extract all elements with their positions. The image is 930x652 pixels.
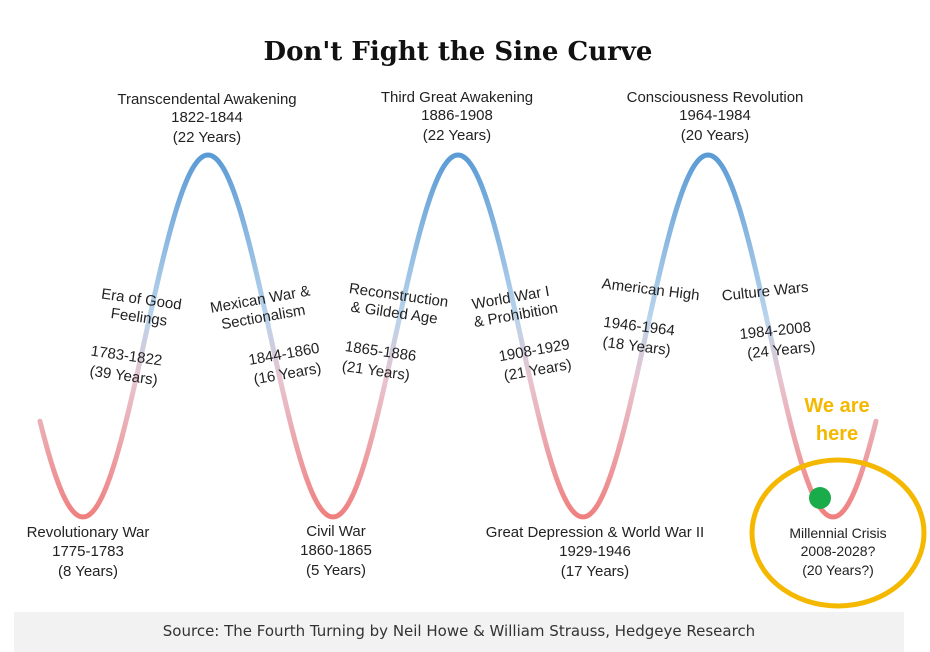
- peak-2-name: Third Great Awakening: [381, 89, 533, 106]
- trough-3-duration: (17 Years): [561, 563, 629, 580]
- peak-1-name: Transcendental Awakening: [117, 91, 296, 108]
- peak-3-name: Consciousness Revolution: [627, 89, 804, 106]
- peak-1-duration: (22 Years): [173, 129, 241, 146]
- slope-label-1: Era of Good Feelings 1783-1822 (39 Years…: [89, 286, 183, 389]
- callout-line-2: here: [816, 423, 858, 445]
- trough-2-years: 1860-1865: [300, 542, 372, 559]
- peak-1-years: 1822-1844: [171, 109, 243, 126]
- trough-3-years: 1929-1946: [559, 543, 631, 560]
- slope-label-3: Reconstruction & Gilded Age 1865-1886 (2…: [341, 280, 450, 384]
- trough-1-name: Revolutionary War: [27, 524, 150, 541]
- peak-3-years: 1964-1984: [679, 107, 751, 124]
- peak-3-duration: (20 Years): [681, 127, 749, 144]
- source-footer: Source: The Fourth Turning by Neil Howe …: [14, 612, 904, 652]
- current-position-marker: [809, 487, 831, 509]
- sine-curve: [37, 152, 879, 520]
- slope-6-duration: (24 Years): [746, 338, 816, 362]
- trough-label-4: Millennial Crisis 2008-2028? (20 Years?): [789, 525, 886, 578]
- sine-curve-diagram: Don't Fight the Sine Curve Transcendenta…: [27, 37, 927, 609]
- highlight-circle: [749, 457, 927, 609]
- trough-1-duration: (8 Years): [58, 563, 118, 580]
- trough-2-duration: (5 Years): [306, 562, 366, 579]
- trough-2-name: Civil War: [306, 523, 365, 540]
- callout-line-1: We are: [804, 395, 869, 417]
- slope-label-5: American High 1946-1964 (18 Years): [601, 275, 701, 359]
- trough-label-3: Great Depression & World War II 1929-194…: [486, 524, 704, 580]
- peak-2-duration: (22 Years): [423, 127, 491, 144]
- source-text: Source: The Fourth Turning by Neil Howe …: [162, 622, 756, 640]
- trough-4-name: Millennial Crisis: [789, 525, 886, 541]
- trough-4-years: 2008-2028?: [801, 543, 876, 559]
- slope-5-line1: American High: [601, 275, 701, 304]
- peak-2-years: 1886-1908: [421, 107, 493, 124]
- trough-4-duration: (20 Years?): [802, 562, 874, 578]
- peak-label-2: Third Great Awakening 1886-1908 (22 Year…: [381, 89, 533, 144]
- slope-label-2: Mexican War & Sectionalism 1844-1860 (16…: [209, 283, 323, 389]
- peak-label-3: Consciousness Revolution 1964-1984 (20 Y…: [627, 89, 804, 144]
- trough-3-name: Great Depression & World War II: [486, 524, 704, 541]
- chart-title: Don't Fight the Sine Curve: [264, 37, 653, 67]
- trough-label-2: Civil War 1860-1865 (5 Years): [300, 523, 372, 579]
- trough-label-1: Revolutionary War 1775-1783 (8 Years): [27, 524, 150, 580]
- trough-1-years: 1775-1783: [52, 543, 124, 560]
- peak-label-1: Transcendental Awakening 1822-1844 (22 Y…: [117, 91, 296, 146]
